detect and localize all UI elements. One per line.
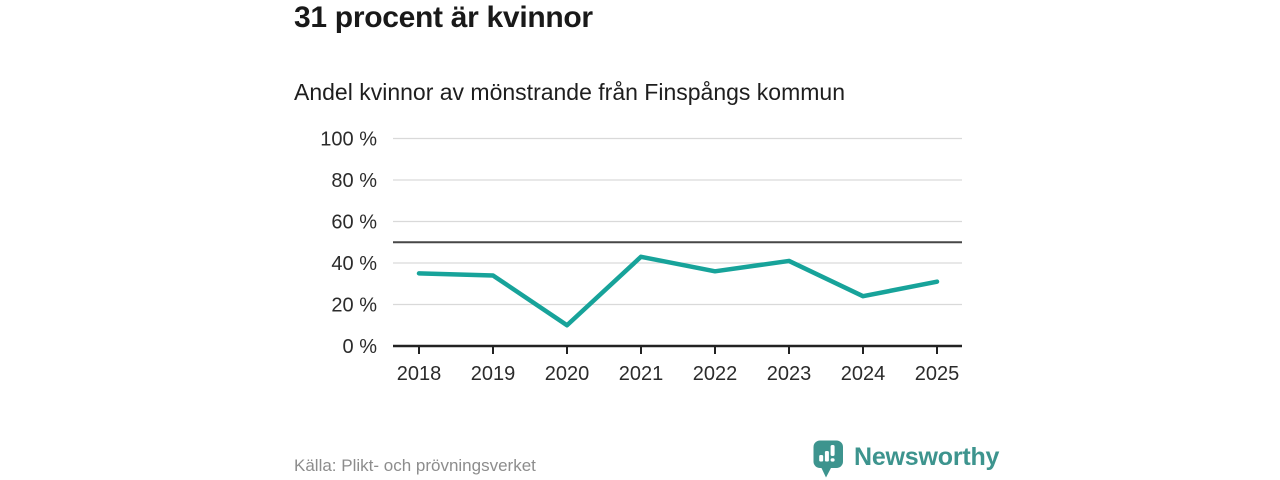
- newsworthy-logo[interactable]: Newsworthy: [813, 440, 999, 479]
- data-line-andel-kvinnor: [416, 254, 940, 328]
- x-axis-label: 2020: [545, 363, 590, 385]
- newsworthy-wordmark: Newsworthy: [854, 443, 1000, 471]
- x-axis-label: 2022: [693, 363, 738, 385]
- x-axis-label: 2019: [471, 363, 516, 385]
- x-axis-label: 2025: [915, 363, 960, 385]
- x-axis-label: 2021: [619, 363, 664, 385]
- y-axis-label: 80 %: [331, 170, 377, 192]
- y-axis-label: 60 %: [331, 212, 377, 234]
- y-axis-label: 40 %: [331, 253, 377, 275]
- x-axis-label: 2023: [767, 363, 812, 385]
- y-axis-label: 0 %: [343, 336, 378, 358]
- chart-subtitle: Andel kvinnor av mönstrande från Finspån…: [294, 79, 846, 105]
- newsworthy-bubble-chart-icon: [813, 440, 843, 478]
- y-axis-label: 20 %: [331, 295, 377, 317]
- source-note: Källa: Plikt- och prövningsverket: [294, 456, 536, 475]
- y-axis-label: 100 %: [320, 129, 377, 151]
- x-axis-label: 2018: [397, 363, 442, 385]
- x-axis-label: 2024: [841, 363, 886, 385]
- page-title: 31 procent är kvinnor: [294, 1, 593, 34]
